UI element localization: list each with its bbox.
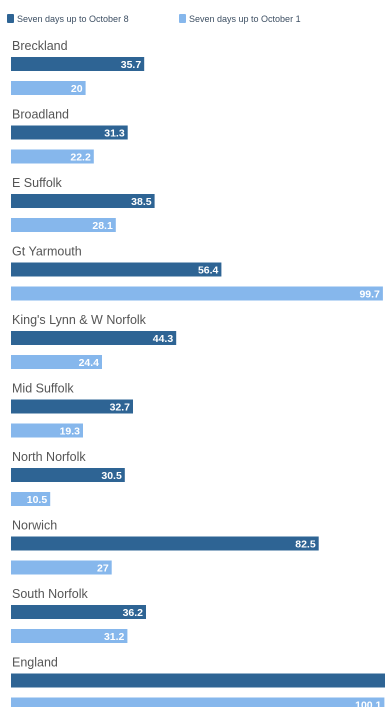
bar-king-s-lynn-w-norfolk-series-2 xyxy=(11,355,102,369)
bar-breckland-series-2 xyxy=(11,81,86,95)
value-label-broadland-series-1: 31.3 xyxy=(104,128,125,140)
bar-mid-suffolk-series-2 xyxy=(11,423,83,438)
category-label-england: England xyxy=(12,656,58,670)
category-label-mid-suffolk: Mid Suffolk xyxy=(12,382,74,396)
bar-e-suffolk-series-1 xyxy=(11,194,155,208)
bar-gt-yarmouth-series-1 xyxy=(11,262,222,277)
legend: Seven days up to October 8 Seven days up… xyxy=(7,14,301,24)
bar-norwich-series-2 xyxy=(11,560,112,575)
bar-england-series-1 xyxy=(11,673,385,688)
bar-broadland-series-1 xyxy=(11,125,128,140)
category-label-breckland: Breckland xyxy=(12,39,68,53)
value-label-norwich-series-2: 27 xyxy=(97,563,109,575)
legend-swatch-series-1 xyxy=(7,14,14,23)
value-label-broadland-series-2: 22.2 xyxy=(70,152,91,164)
value-label-norwich-series-1: 82.5 xyxy=(295,539,316,551)
category-label-south-norfolk: South Norfolk xyxy=(12,587,88,601)
bar-south-norfolk-series-1 xyxy=(11,605,146,619)
value-label-king-s-lynn-w-norfolk-series-2: 24.4 xyxy=(79,357,100,369)
bar-england-series-2 xyxy=(11,697,385,707)
bar-e-suffolk-series-2 xyxy=(11,218,116,232)
legend-swatch-series-2 xyxy=(179,14,186,23)
category-label-broadland: Broadland xyxy=(12,108,69,122)
bar-north-norfolk-series-2 xyxy=(11,492,51,506)
category-label-norwich: Norwich xyxy=(12,519,57,533)
category-label-gt-yarmouth: Gt Yarmouth xyxy=(12,245,82,259)
value-label-north-norfolk-series-2: 10.5 xyxy=(27,494,48,506)
bar-south-norfolk-series-2 xyxy=(11,629,128,643)
value-label-e-suffolk-series-1: 38.5 xyxy=(131,196,152,208)
category-label-king-s-lynn-w-norfolk: King's Lynn & W Norfolk xyxy=(12,313,147,327)
value-label-england-series-2: 100.1 xyxy=(355,700,381,707)
value-label-mid-suffolk-series-1: 32.7 xyxy=(110,402,131,414)
plot-area: Breckland 35.7 20 Broadland 31.3 22.2 E Suffol… xyxy=(11,39,385,707)
legend-label-series-1: Seven days up to October 8 xyxy=(17,14,129,24)
bar-norwich-series-1 xyxy=(11,536,319,551)
value-label-gt-yarmouth-series-2: 99.7 xyxy=(359,289,380,301)
category-label-e-suffolk: E Suffolk xyxy=(12,176,63,190)
value-label-south-norfolk-series-1: 36.2 xyxy=(123,607,144,619)
category-label-north-norfolk: North Norfolk xyxy=(12,450,86,464)
bar-gt-yarmouth-series-2 xyxy=(11,286,383,301)
bar-mid-suffolk-series-1 xyxy=(11,399,133,414)
bar-north-norfolk-series-1 xyxy=(11,468,125,482)
value-label-gt-yarmouth-series-1: 56.4 xyxy=(198,265,219,277)
bar-king-s-lynn-w-norfolk-series-1 xyxy=(11,331,177,345)
bar-broadland-series-2 xyxy=(11,149,94,164)
value-label-king-s-lynn-w-norfolk-series-1: 44.3 xyxy=(153,333,174,345)
value-label-e-suffolk-series-2: 28.1 xyxy=(92,220,113,232)
value-label-breckland-series-1: 35.7 xyxy=(121,59,142,71)
value-label-north-norfolk-series-1: 30.5 xyxy=(101,470,122,482)
value-label-mid-suffolk-series-2: 19.3 xyxy=(60,426,81,438)
legend-label-series-2: Seven days up to October 1 xyxy=(189,14,301,24)
value-label-breckland-series-2: 20 xyxy=(71,83,83,95)
value-label-south-norfolk-series-2: 31.2 xyxy=(104,631,125,643)
bar-breckland-series-1 xyxy=(11,57,145,71)
